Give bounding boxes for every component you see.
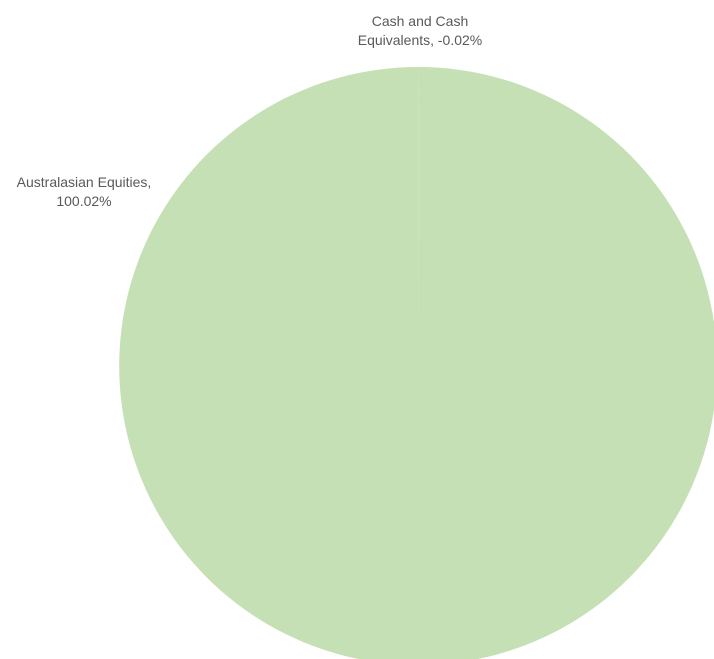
- data-label-equities-line1: Australasian Equities,: [16, 174, 152, 190]
- data-label-cash-line2: Equivalents, -0.02%: [357, 32, 483, 48]
- data-label-cash-line1: Cash and Cash: [371, 13, 469, 29]
- data-label-equities-line2: 100.02%: [56, 193, 112, 209]
- data-label-cash: Cash and Cash Equivalents, -0.02%: [340, 12, 500, 50]
- data-label-australasian-equities: Australasian Equities, 100.02%: [2, 173, 166, 211]
- pie-slice-australasian-equities: [119, 67, 714, 659]
